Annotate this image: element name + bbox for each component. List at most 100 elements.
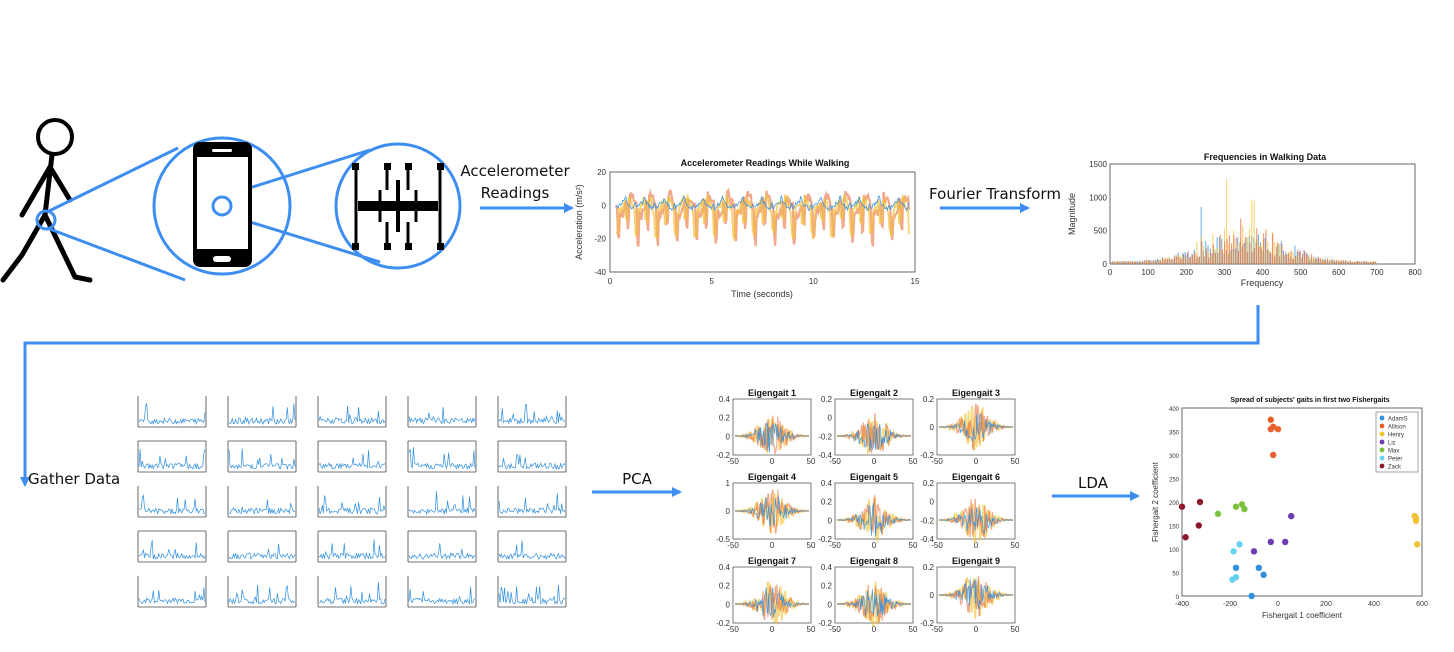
eigengait-plot: Eigengait 1 0.4 0.2 0 -0.2-50 0 50 <box>716 388 816 466</box>
eigengait-plot: Eigengait 6 0.2 0 -0.2 -0.4-50 0 50 <box>920 472 1020 550</box>
eigengait-xtick: 0 <box>974 457 979 466</box>
freq-xlabel: Frequency <box>1241 278 1284 288</box>
eigengait-ytick: 0.2 <box>719 414 731 423</box>
eigengait-xtick: 0 <box>872 625 877 634</box>
eigengait-ytick: -0.2 <box>716 619 730 628</box>
eigengait-plot: Eigengait 2 0.2 0 -0.2 -0.4-50 0 50 <box>818 388 918 466</box>
gathered-plot <box>407 486 477 518</box>
eigengait-ytick: -0.4 <box>818 451 832 460</box>
stick-figure-icon <box>0 118 93 283</box>
eigengait-xtick: -50 <box>829 625 841 634</box>
eigengait-plot: Eigengait 8 0.4 0.2 0 -0.2-50 0 50 <box>818 556 918 634</box>
lda-ytick: 150 <box>1169 525 1180 531</box>
eigengait-xtick: 50 <box>1011 541 1020 550</box>
gathered-series <box>228 448 296 470</box>
gathered-series <box>408 491 476 516</box>
freq-ytick: 500 <box>1094 227 1108 236</box>
eigengait-ytick: -0.2 <box>818 535 832 544</box>
freq-xtick: 700 <box>1370 268 1384 277</box>
lda-legend-marker <box>1379 423 1385 429</box>
eigengait-plot: Eigengait 5 0.4 0.2 0 -0.2-50 0 50 <box>818 472 918 550</box>
eigengait-series <box>938 498 1014 539</box>
eigengait-ytick: -0.2 <box>716 451 730 460</box>
eigengait-xtick: -50 <box>727 457 739 466</box>
accelerometer-chart: Accelerometer Readings While Walking 20 0… <box>574 158 920 299</box>
gathered-plot <box>137 396 207 428</box>
lda-chart-title: Spread of subjects' gaits in first two F… <box>1230 397 1389 404</box>
gathered-series <box>138 448 206 470</box>
lda-xtick: -400 <box>1175 601 1189 608</box>
eigengait-ytick: -0.2 <box>920 619 934 628</box>
step-label-gather: Gather Data <box>28 470 121 488</box>
gathered-series <box>138 587 206 605</box>
eigengait-title: Eigengait 1 <box>748 388 796 398</box>
eigengait-title: Eigengait 9 <box>952 556 1000 566</box>
eigengait-title: Eigengait 2 <box>850 388 898 398</box>
gathered-series <box>319 582 386 605</box>
gathered-plot <box>317 486 387 518</box>
lda-legend-marker <box>1379 455 1385 461</box>
eigengait-ytick: -0.5 <box>716 535 730 544</box>
freq-xtick: 0 <box>1108 268 1113 277</box>
gathered-series <box>408 407 476 425</box>
lda-point <box>1214 510 1222 517</box>
eigengait-ytick: 0.2 <box>923 479 935 488</box>
lda-xtick: 400 <box>1368 601 1380 608</box>
eigengait-ytick: -0.2 <box>920 451 934 460</box>
lda-point <box>1282 538 1289 546</box>
eigengait-series <box>735 587 809 618</box>
eigengait-ytick: 0 <box>930 423 935 432</box>
eigengait-title: Eigengait 6 <box>952 472 1000 482</box>
lda-ytick: 0 <box>1176 595 1180 601</box>
eigengait-xtick: -50 <box>829 541 841 550</box>
lda-point <box>1230 548 1237 555</box>
gathered-plot <box>317 530 387 563</box>
gathered-series <box>498 493 566 515</box>
gathered-series <box>228 499 296 515</box>
eigengait-xtick: -50 <box>931 541 943 550</box>
lda-xtick: 0 <box>1276 601 1280 608</box>
eigengait-ytick: 0.2 <box>821 395 833 404</box>
eigengait-series <box>837 423 912 452</box>
step-label-fourier: Fourier Transform <box>929 185 1061 203</box>
eigengait-plot: Eigengait 4 1 0 -0.5-50 0 50 <box>716 472 816 550</box>
gathered-plot <box>137 440 207 473</box>
gathered-plot <box>137 486 207 518</box>
lda-point <box>1195 522 1202 529</box>
eigengait-ytick: 0.2 <box>923 563 935 572</box>
lda-point <box>1267 538 1274 546</box>
freq-xtick: 100 <box>1141 268 1155 277</box>
eigengait-xtick: 50 <box>1011 457 1020 466</box>
gathered-series <box>408 586 476 606</box>
eigengait-ytick: 0.2 <box>923 395 935 404</box>
lda-point <box>1232 503 1240 510</box>
lda-ytick: 350 <box>1169 431 1180 437</box>
eigengait-xtick: 0 <box>974 541 979 550</box>
gathered-plot <box>407 440 477 473</box>
accel-ytick: 0 <box>602 201 607 210</box>
accel-xtick: 10 <box>809 277 818 286</box>
freq-xtick: 600 <box>1332 268 1346 277</box>
lda-point <box>1274 425 1282 433</box>
eigengait-xtick: 0 <box>872 541 877 550</box>
accel-series-line <box>615 194 910 212</box>
gathered-series <box>228 403 296 425</box>
lda-point <box>1250 548 1258 555</box>
lda-ytick: 50 <box>1172 572 1179 578</box>
gathered-plot <box>497 440 567 473</box>
eigengait-xtick: 50 <box>807 457 816 466</box>
lda-legend-marker <box>1379 447 1385 453</box>
gathered-series <box>138 540 206 560</box>
eigengait-plot: Eigengait 9 0.2 0 -0.2-50 0 50 <box>920 556 1020 634</box>
lda-point <box>1412 517 1420 524</box>
gathered-series <box>408 543 476 560</box>
eigengait-ytick: 0 <box>726 507 731 516</box>
eigengait-series <box>938 413 1014 442</box>
freq-ytick: 1000 <box>1089 193 1107 202</box>
eigengait-ytick: 0 <box>726 432 731 441</box>
eigengait-ytick: -0.4 <box>920 535 934 544</box>
lda-legend-label: Max <box>1388 449 1399 455</box>
eigengait-title: Eigengait 3 <box>952 388 1000 398</box>
